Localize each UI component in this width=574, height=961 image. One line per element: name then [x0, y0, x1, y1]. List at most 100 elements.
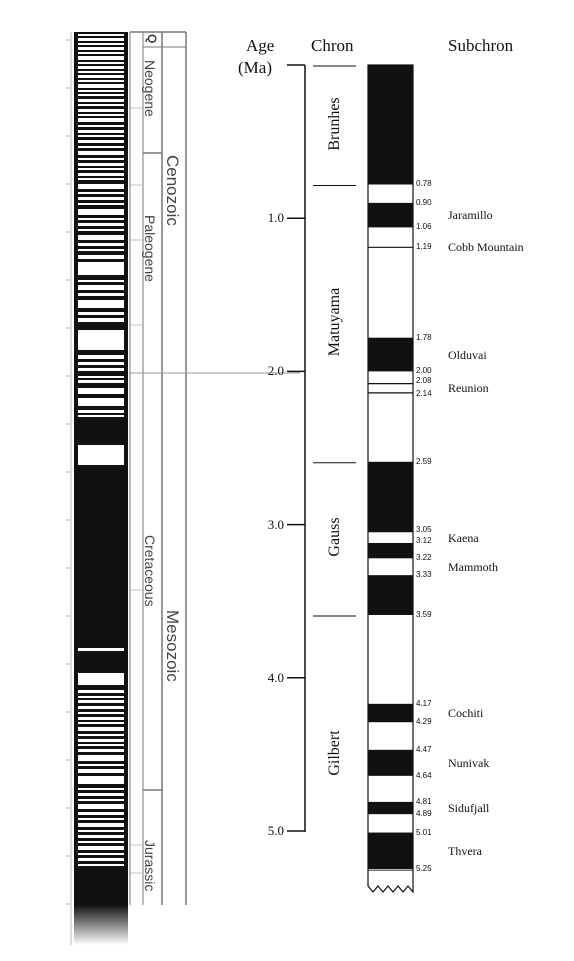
normal-polarity-bar — [368, 461, 413, 533]
left-normal-stripe — [78, 700, 124, 703]
subchron-label-jaramillo: Jaramillo — [448, 208, 493, 223]
subchron-label-thvera: Thvera — [448, 843, 482, 858]
left-normal-stripe — [78, 764, 124, 766]
normal-polarity-bar — [368, 749, 413, 776]
left-normal-stripe — [78, 830, 124, 832]
left-normal-stripe — [78, 727, 124, 731]
left-normal-stripe — [78, 841, 124, 843]
age-tick-label: 2.0 — [267, 363, 284, 379]
left-normal-stripe — [78, 712, 124, 714]
left-normal-stripe — [78, 62, 124, 64]
left-normal-stripe — [78, 280, 124, 282]
normal-polarity-bar — [368, 703, 413, 723]
boundary-age-label: 4.17 — [416, 698, 432, 708]
left-normal-stripe — [78, 34, 124, 36]
left-normal-stripe — [78, 94, 124, 96]
left-normal-stripe — [78, 835, 124, 838]
left-normal-stripe — [78, 410, 124, 413]
left-normal-stripe — [78, 255, 124, 259]
age-tick-label: 3.0 — [267, 516, 284, 532]
left-normal-stripe — [78, 243, 124, 246]
left-normal-stripe — [78, 818, 124, 820]
left-normal-stripe — [78, 168, 124, 170]
left-normal-stripe — [78, 75, 124, 78]
boundary-age-label: 1.19 — [416, 242, 432, 252]
left-normal-stripe — [78, 218, 124, 220]
normal-polarity-bar — [368, 337, 413, 372]
left-normal-stripe — [78, 706, 124, 709]
normal-polarity-bar — [368, 202, 413, 228]
boundary-age-label: 3.05 — [416, 525, 432, 535]
subchron-label-reunion: Reunion — [448, 381, 489, 396]
left-normal-stripe — [78, 203, 124, 205]
left-normal-stripe — [78, 776, 124, 784]
left-normal-stripe — [78, 130, 124, 133]
left-normal-stripe — [78, 52, 124, 54]
left-normal-stripe — [78, 415, 124, 417]
normal-polarity-bar — [368, 542, 413, 559]
left-normal-stripe — [78, 388, 124, 394]
subchron-label-sidufjall: Sidufjall — [448, 801, 490, 816]
left-normal-stripe — [78, 146, 124, 148]
left-normal-stripe — [78, 114, 124, 116]
left-normal-stripe — [78, 864, 124, 866]
chron-label-gauss: Gauss — [326, 517, 343, 557]
boundary-age-label: 4.47 — [416, 744, 432, 754]
chron-label-brunhes: Brunhes — [326, 97, 343, 151]
left-normal-stripe — [78, 223, 124, 226]
left-normal-stripe — [78, 285, 124, 290]
left-normal-stripe — [78, 173, 124, 176]
left-normal-stripe — [78, 90, 124, 92]
boundary-age-label: 2.00 — [416, 366, 432, 376]
boundary-age-label: 3.59 — [416, 609, 432, 619]
left-normal-stripe — [78, 755, 124, 761]
boundary-age-label: 5.01 — [416, 827, 432, 837]
age-tick-label: 5.0 — [267, 823, 284, 838]
left-normal-stripe — [78, 318, 124, 322]
left-normal-stripe — [78, 80, 124, 82]
chron-label-matuyama: Matuyama — [326, 287, 343, 357]
left-normal-stripe — [78, 163, 124, 166]
left-normal-stripe — [78, 109, 124, 112]
left-normal-stripe — [78, 696, 124, 698]
column-zigzag-end — [367, 871, 414, 894]
left-normal-stripe — [78, 229, 124, 231]
boundary-age-label: 3.33 — [416, 570, 432, 580]
left-normal-stripe — [78, 445, 124, 465]
subchron-header: Subchron — [448, 36, 514, 55]
left-normal-stripe — [78, 99, 124, 102]
boundary-age-label: 3.22 — [416, 553, 432, 563]
left-normal-stripe — [78, 744, 124, 746]
left-normal-stripe — [78, 71, 124, 73]
age-unit-header: (Ma) — [238, 58, 272, 77]
left-normal-stripe — [78, 648, 124, 651]
left-normal-stripe — [78, 184, 124, 189]
left-normal-stripe — [78, 853, 124, 855]
boundary-age-label: 1.06 — [416, 222, 432, 232]
left-normal-stripe — [78, 362, 124, 365]
chron-label-gilbert: Gilbert — [326, 730, 343, 777]
left-normal-stripe — [78, 140, 124, 143]
left-normal-stripe — [78, 858, 124, 861]
left-normal-stripe — [78, 734, 124, 736]
subchron-label-nunivak: Nunivak — [448, 755, 490, 770]
left-normal-stripe — [78, 368, 124, 371]
boundary-age-label: 0.90 — [416, 197, 432, 207]
left-normal-stripe — [78, 135, 124, 137]
left-normal-stripe — [78, 804, 124, 809]
subchron-label-cochiti: Cochiti — [448, 706, 484, 721]
left-normal-stripe — [78, 209, 124, 215]
left-normal-stripe — [78, 262, 124, 275]
left-normal-stripe — [78, 398, 124, 406]
left-normal-stripe — [78, 118, 124, 122]
left-normal-stripe — [78, 739, 124, 742]
left-normal-stripe — [78, 104, 124, 106]
left-normal-stripe — [78, 823, 124, 827]
left-normal-stripe — [78, 673, 124, 685]
boundary-age-label: 2.14 — [416, 388, 432, 398]
left-normal-stripe — [78, 43, 124, 45]
left-normal-stripe — [78, 793, 124, 796]
left-normal-stripe — [78, 293, 124, 296]
boundary-age-label: 0.78 — [416, 179, 432, 189]
